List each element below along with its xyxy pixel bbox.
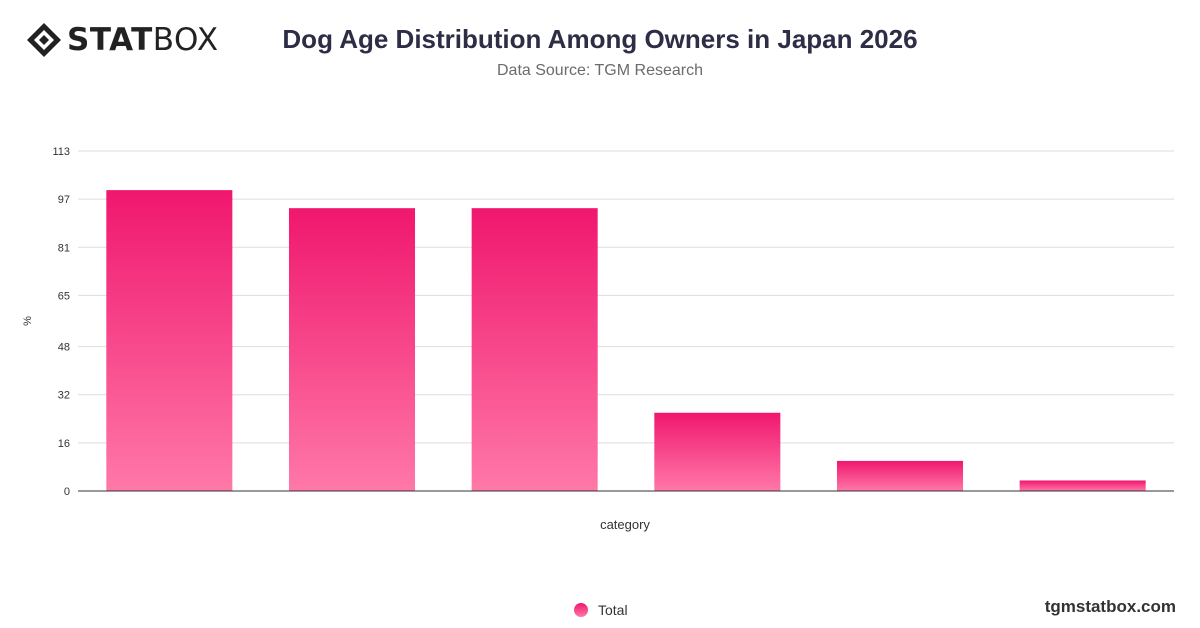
grid-lines	[78, 150, 1174, 492]
logo-light-text: BOX	[152, 22, 219, 58]
bars	[106, 190, 1146, 491]
chart-subtitle: Data Source: TGM Research	[496, 62, 703, 79]
y-tick-label: 32	[58, 390, 70, 402]
y-tick-label: 16	[58, 438, 70, 450]
statbox-logo: STATBOX	[26, 22, 219, 58]
y-tick-label: 48	[58, 342, 70, 354]
y-tick-label: 81	[58, 242, 70, 254]
bar-1[interactable]	[106, 190, 233, 491]
y-axis-ticks: 0 16 32 48 65 81 97 113	[52, 146, 70, 498]
bar-chart: 0 16 32 48 65 81 97 113 % category	[22, 146, 1174, 532]
statbox-diamond-icon	[27, 23, 61, 57]
legend[interactable]: Total	[574, 602, 628, 618]
legend-swatch-total	[574, 603, 588, 617]
logo-wordmark: STATBOX	[67, 22, 219, 58]
y-tick-label: 113	[52, 146, 70, 158]
watermark: tgmstatbox.com	[1044, 597, 1176, 616]
y-axis-label: %	[22, 316, 34, 326]
bar-5[interactable]	[836, 460, 964, 491]
bar-3[interactable]	[471, 208, 598, 491]
x-axis-label: category	[600, 517, 650, 532]
logo-bold-text: STAT	[67, 22, 153, 58]
y-tick-label: 97	[58, 194, 70, 206]
chart-title: Dog Age Distribution Among Owners in Jap…	[282, 24, 918, 54]
bar-6[interactable]	[1019, 480, 1146, 491]
bar-2[interactable]	[288, 208, 416, 491]
legend-label-total: Total	[598, 602, 628, 618]
bar-4[interactable]	[654, 412, 781, 491]
y-tick-label: 65	[58, 290, 70, 302]
y-tick-label: 0	[64, 486, 70, 498]
